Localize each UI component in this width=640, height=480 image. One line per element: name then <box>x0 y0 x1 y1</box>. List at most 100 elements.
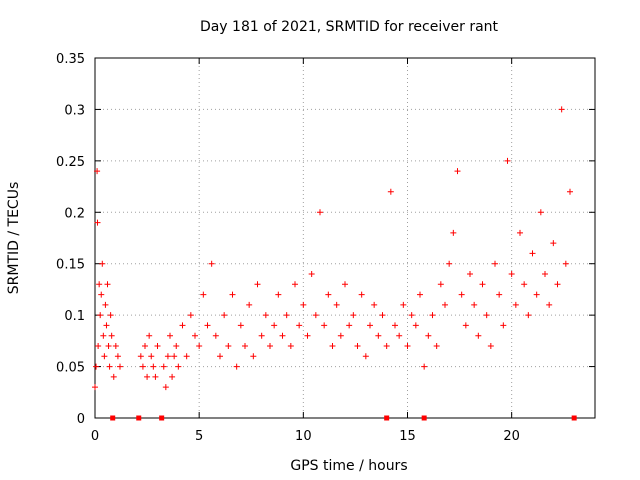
data-point <box>329 343 336 349</box>
data-point <box>404 343 411 349</box>
zero-marker <box>136 415 142 421</box>
data-point <box>521 281 528 288</box>
data-point <box>412 322 419 329</box>
data-point <box>429 312 436 319</box>
data-point <box>225 343 232 349</box>
data-point <box>546 301 553 308</box>
data-point <box>504 157 511 164</box>
data-point <box>358 291 365 298</box>
data-point <box>333 301 340 308</box>
data-point <box>164 353 171 360</box>
data-point <box>396 332 403 339</box>
y-tick-label: 0.05 <box>56 361 85 376</box>
data-point <box>442 301 448 308</box>
data-point <box>350 312 357 319</box>
data-point <box>387 188 394 195</box>
data-point <box>246 301 253 308</box>
data-point <box>292 281 298 288</box>
data-point <box>558 106 565 113</box>
data-point <box>446 260 453 267</box>
data-point <box>196 343 203 349</box>
data-point <box>97 312 104 319</box>
data-point <box>101 353 108 360</box>
data-point <box>108 332 115 339</box>
data-point <box>487 343 494 349</box>
data-point <box>462 322 469 329</box>
data-point <box>554 281 561 288</box>
data-point <box>304 332 311 339</box>
data-point <box>512 301 519 308</box>
data-point <box>233 363 240 370</box>
data-point <box>167 332 173 339</box>
data-point <box>183 353 190 360</box>
data-points <box>92 106 573 391</box>
y-tick-label: 0 <box>77 412 85 427</box>
data-point <box>321 322 328 329</box>
data-point <box>146 332 153 339</box>
data-point <box>337 332 344 339</box>
data-point <box>212 332 219 339</box>
data-point <box>408 312 415 319</box>
data-point <box>162 384 169 391</box>
data-point <box>148 353 155 360</box>
data-point <box>103 322 110 329</box>
y-tick-label: 0.35 <box>56 52 85 67</box>
data-point <box>371 301 378 308</box>
data-point <box>479 281 486 288</box>
data-point <box>254 281 261 288</box>
data-point <box>458 291 465 298</box>
data-point <box>346 322 353 329</box>
x-axis-title: GPS time / hours <box>290 458 407 474</box>
data-point <box>187 312 194 319</box>
data-point <box>362 353 369 360</box>
data-point <box>144 373 151 380</box>
data-point <box>275 291 282 298</box>
data-point <box>107 312 114 319</box>
data-point <box>271 322 278 329</box>
data-point <box>492 260 498 267</box>
data-point <box>375 332 382 339</box>
data-point <box>508 271 515 277</box>
axis-ticks: 0 0.05 0.1 0.15 0.2 0.25 0.3 0.35 0 5 10 15 20 <box>56 52 595 444</box>
data-point <box>500 322 507 329</box>
data-point <box>96 281 103 288</box>
data-point <box>150 363 157 370</box>
data-point <box>562 260 569 267</box>
data-point <box>105 343 112 349</box>
y-tick-label: 0.2 <box>64 206 85 221</box>
data-point <box>454 168 461 175</box>
grid <box>95 58 595 418</box>
x-tick-label: 5 <box>195 429 203 444</box>
data-point <box>258 332 265 339</box>
data-point <box>312 312 319 319</box>
data-point <box>262 312 269 319</box>
data-point <box>450 229 457 236</box>
data-point <box>171 353 178 360</box>
data-point <box>93 363 100 370</box>
data-point <box>542 271 548 277</box>
data-point <box>533 291 540 298</box>
data-point <box>317 209 323 216</box>
zero-marker <box>421 415 427 421</box>
data-point <box>529 250 536 257</box>
data-point <box>99 260 106 267</box>
data-point <box>179 322 186 329</box>
plot-frame <box>94 57 596 419</box>
data-point <box>106 363 113 370</box>
data-point <box>296 322 303 329</box>
data-point <box>383 343 390 349</box>
data-point <box>139 363 146 370</box>
data-point <box>204 322 211 329</box>
data-point <box>325 291 332 298</box>
data-point <box>283 312 290 319</box>
data-point <box>208 260 215 267</box>
data-point <box>279 332 286 339</box>
data-point <box>471 301 478 308</box>
zero-marker <box>571 415 577 421</box>
data-point <box>192 332 198 339</box>
data-point <box>421 363 428 370</box>
zero-markers <box>110 415 577 421</box>
data-point <box>112 343 119 349</box>
